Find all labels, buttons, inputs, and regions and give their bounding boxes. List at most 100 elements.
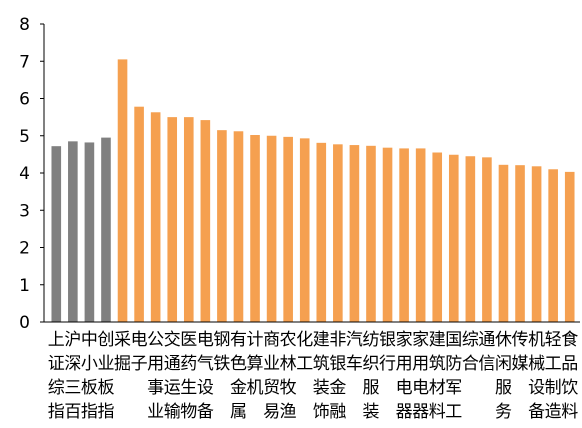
x-label-char: 装 — [313, 378, 330, 398]
bar-创业板指 — [101, 137, 111, 322]
x-label-char: 通 — [164, 354, 181, 374]
bar-银行 — [382, 147, 393, 322]
x-label-char: 气 — [197, 354, 214, 374]
bar-采掘 — [117, 59, 128, 322]
y-tick-label: 6 — [19, 90, 30, 110]
x-label-char: 电 — [412, 378, 429, 398]
x-label-char: 化 — [296, 330, 313, 350]
bar-传媒 — [515, 165, 525, 322]
bar-食品饮料 — [564, 171, 575, 322]
bar-中小板指 — [84, 142, 95, 322]
x-label-char: 板 — [81, 378, 98, 398]
x-label-char: 服 — [362, 378, 379, 398]
x-label-char: 设 — [528, 378, 545, 398]
x-label-char: 饮 — [561, 378, 578, 398]
x-label-char: 器 — [396, 402, 413, 422]
bar-家电 — [415, 148, 426, 322]
x-label-char: 金 — [329, 378, 346, 398]
bar-轻工制造 — [548, 169, 558, 322]
x-label-char: 贸 — [263, 378, 280, 398]
x-label-char: 合 — [462, 354, 479, 374]
x-label-char: 建 — [313, 330, 330, 350]
x-label-char: 电 — [396, 378, 413, 398]
y-axis: 0 1 2 3 4 5 6 7 8 — [19, 15, 45, 333]
y-tick-label: 5 — [19, 127, 30, 147]
bar-电气设备 — [200, 120, 211, 322]
x-label-char: 媒 — [512, 354, 529, 374]
bar-商业贸易 — [266, 135, 277, 322]
x-label-char: 电 — [197, 330, 214, 350]
x-label-char: 食 — [561, 330, 578, 350]
bar-钢铁 — [217, 130, 227, 322]
x-label-char: 采 — [114, 330, 131, 350]
x-label-char: 运 — [164, 378, 181, 398]
x-label-char: 家 — [412, 330, 429, 350]
x-label-char: 轻 — [545, 330, 562, 350]
x-label-char: 银 — [379, 330, 396, 350]
y-tick-label: 0 — [19, 313, 30, 333]
bar-汽车 — [349, 145, 360, 322]
x-label-char: 械 — [528, 354, 545, 374]
x-label-char: 牧 — [280, 378, 297, 398]
x-label-char: 易 — [263, 402, 280, 422]
x-label-char: 机 — [528, 330, 545, 350]
bar-农林牧渔 — [283, 136, 293, 322]
x-label-char: 制 — [545, 378, 562, 398]
x-label-char: 工 — [545, 354, 562, 374]
x-label-char: 用 — [396, 354, 413, 374]
y-tick-label: 2 — [19, 239, 30, 259]
x-label-char: 渔 — [280, 402, 297, 422]
x-label-char: 色 — [230, 354, 247, 374]
x-label-char: 闲 — [495, 354, 512, 374]
bar-非银金融 — [333, 144, 343, 322]
x-label-char: 服 — [495, 378, 512, 398]
x-label-char: 用 — [147, 354, 164, 374]
x-label-char: 筑 — [313, 354, 330, 374]
x-label-char: 业 — [97, 354, 114, 374]
x-label-char: 上 — [48, 330, 65, 350]
bar-计算机 — [250, 135, 260, 322]
x-label-char: 备 — [528, 402, 545, 422]
x-label-char: 家 — [396, 330, 413, 350]
x-label-char: 器 — [412, 402, 429, 422]
x-label-char: 工 — [445, 402, 462, 422]
x-label-char: 公 — [147, 330, 164, 350]
x-label-char: 交 — [164, 330, 181, 350]
x-label-char: 事 — [147, 378, 164, 398]
x-label-char: 中 — [81, 330, 98, 350]
x-label-char: 属 — [230, 402, 247, 422]
x-label-char: 工 — [296, 354, 313, 374]
bar-有色金属 — [233, 131, 244, 322]
x-label-char: 装 — [362, 402, 379, 422]
y-tick-label: 8 — [19, 15, 30, 35]
y-tick-label: 1 — [19, 276, 30, 296]
x-label-char: 军 — [445, 378, 462, 398]
x-label-char: 品 — [561, 354, 578, 374]
x-label-char: 信 — [478, 354, 495, 374]
bar-上证综指 — [51, 146, 62, 322]
x-label-char: 药 — [180, 354, 197, 374]
x-label-char: 铁 — [213, 354, 230, 374]
x-label-char: 汽 — [346, 330, 363, 350]
x-label-char: 百 — [64, 402, 81, 422]
x-label-char: 业 — [147, 402, 164, 422]
x-label-char: 车 — [346, 354, 363, 374]
bar-交通运输 — [167, 117, 178, 323]
x-label-char: 板 — [97, 378, 114, 398]
x-label-char: 指 — [97, 402, 114, 422]
x-label-char: 商 — [263, 330, 280, 350]
x-label-char: 设 — [197, 378, 214, 398]
bar-机械设备 — [531, 166, 542, 322]
x-axis-labels: 上沪中创采电公交医电钢有计商农化建非汽纺银家家建国综通休传机轻食证深小业掘子用通… — [48, 330, 578, 422]
x-label-char: 国 — [445, 330, 462, 350]
bar-通信 — [482, 157, 492, 322]
x-label-char: 林 — [280, 354, 297, 374]
x-label-char: 钢 — [213, 330, 230, 350]
x-label-char: 沪 — [64, 330, 81, 350]
x-label-char: 电 — [131, 330, 148, 350]
x-label-char: 综 — [48, 378, 65, 398]
x-label-char: 料 — [561, 402, 578, 422]
x-label-char: 通 — [478, 330, 495, 350]
x-label-char: 备 — [197, 402, 214, 422]
x-label-char: 融 — [329, 402, 346, 422]
